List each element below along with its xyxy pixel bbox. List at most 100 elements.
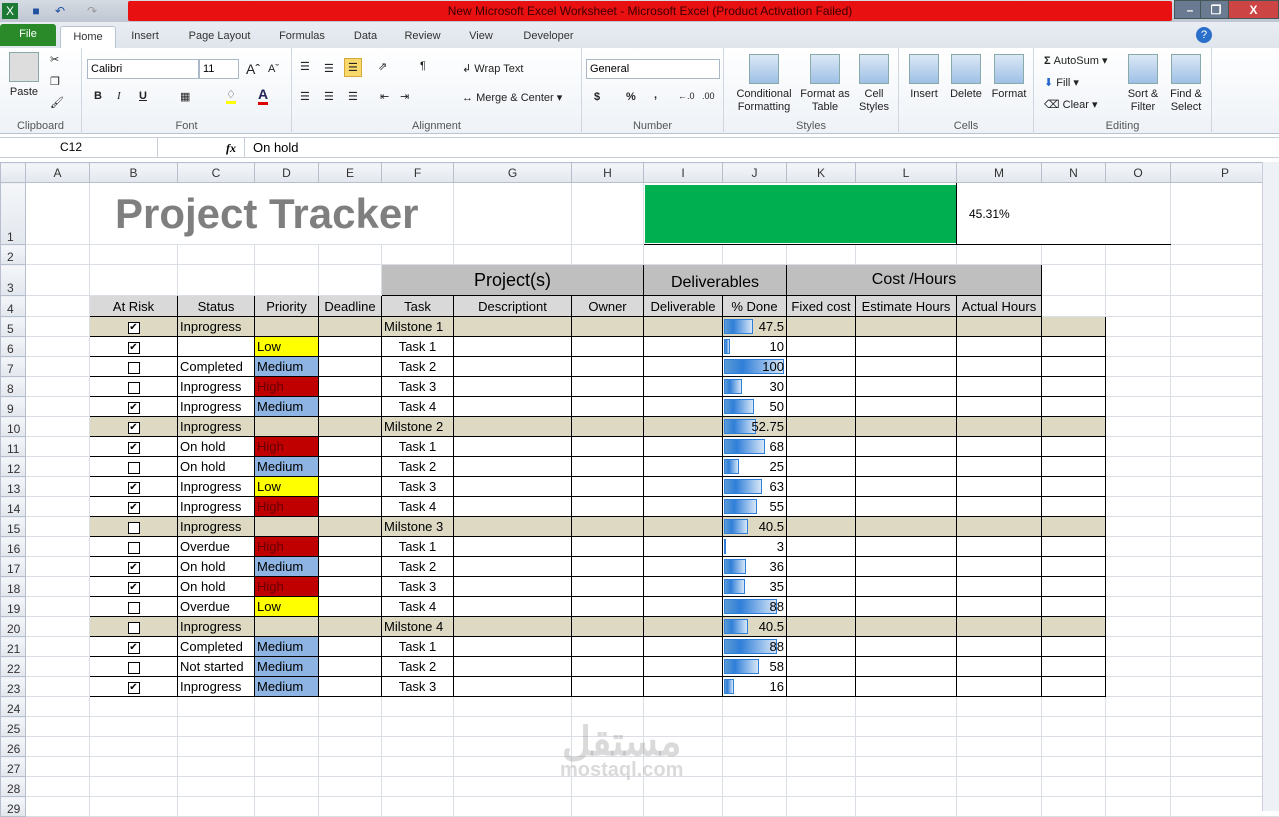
task-cell[interactable]: Task 4 bbox=[382, 597, 454, 617]
row-header-1[interactable]: 1 bbox=[1, 183, 26, 245]
row-header-12[interactable]: 12 bbox=[1, 457, 26, 477]
cell[interactable] bbox=[178, 245, 255, 265]
actual-hours-cell[interactable] bbox=[957, 377, 1042, 397]
deadline-cell[interactable] bbox=[319, 497, 382, 517]
at-risk-checkbox[interactable] bbox=[90, 377, 178, 397]
actual-hours-cell[interactable] bbox=[957, 397, 1042, 417]
cell-styles-button[interactable]: Cell Styles bbox=[852, 54, 896, 114]
cell[interactable] bbox=[1042, 265, 1106, 296]
cell[interactable] bbox=[957, 697, 1042, 717]
select-all-button[interactable] bbox=[1, 163, 26, 183]
cell[interactable] bbox=[572, 183, 644, 245]
fixed-cost-cell[interactable] bbox=[787, 637, 856, 657]
row-header-20[interactable]: 20 bbox=[1, 617, 26, 637]
checkbox[interactable]: ✔ bbox=[128, 402, 140, 414]
deadline-cell[interactable] bbox=[319, 577, 382, 597]
cell[interactable] bbox=[723, 245, 787, 265]
priority-cell[interactable]: High bbox=[255, 537, 319, 557]
orientation-icon[interactable]: ⇗ bbox=[378, 60, 387, 73]
deliverable-cell[interactable] bbox=[644, 677, 723, 697]
column-header-H[interactable]: H bbox=[572, 163, 644, 183]
percent-done-cell[interactable]: 40.5 bbox=[723, 617, 787, 637]
cell[interactable] bbox=[1106, 597, 1171, 617]
owner-cell[interactable] bbox=[572, 537, 644, 557]
cell[interactable] bbox=[787, 697, 856, 717]
cell[interactable] bbox=[572, 797, 644, 817]
deliverable-cell[interactable] bbox=[644, 397, 723, 417]
formula-input[interactable]: On hold bbox=[244, 138, 1264, 158]
row-header-27[interactable]: 27 bbox=[1, 757, 26, 777]
format-as-table-button[interactable]: Format as Table bbox=[798, 54, 852, 114]
cell[interactable] bbox=[1042, 337, 1106, 357]
cell[interactable] bbox=[1042, 497, 1106, 517]
column-title[interactable]: Task bbox=[382, 296, 454, 317]
column-title[interactable]: At Risk bbox=[90, 296, 178, 317]
estimate-hours-cell[interactable] bbox=[856, 437, 957, 457]
cell[interactable] bbox=[454, 797, 572, 817]
deadline-cell[interactable] bbox=[319, 617, 382, 637]
cell[interactable] bbox=[1042, 317, 1106, 337]
percent-done-cell[interactable]: 50 bbox=[723, 397, 787, 417]
cell[interactable] bbox=[957, 797, 1042, 817]
increase-decimal-icon[interactable]: ←.0 bbox=[678, 91, 695, 101]
description-cell[interactable] bbox=[454, 597, 572, 617]
description-cell[interactable] bbox=[454, 517, 572, 537]
owner-cell[interactable] bbox=[572, 457, 644, 477]
actual-hours-cell[interactable] bbox=[957, 617, 1042, 637]
deadline-cell[interactable] bbox=[319, 597, 382, 617]
deadline-cell[interactable] bbox=[319, 317, 382, 337]
deliverable-cell[interactable] bbox=[644, 657, 723, 677]
description-cell[interactable] bbox=[454, 417, 572, 437]
undo-icon[interactable]: ↶ bbox=[52, 3, 68, 19]
status-cell[interactable]: Inprogress bbox=[178, 477, 255, 497]
cell[interactable] bbox=[723, 797, 787, 817]
cell[interactable] bbox=[454, 697, 572, 717]
task-cell[interactable]: Milstone 4 bbox=[382, 617, 454, 637]
tab-review[interactable]: Review bbox=[400, 26, 445, 48]
actual-hours-cell[interactable] bbox=[957, 497, 1042, 517]
name-box[interactable]: C12 bbox=[0, 138, 158, 158]
fixed-cost-cell[interactable] bbox=[787, 397, 856, 417]
cell[interactable] bbox=[90, 265, 178, 296]
estimate-hours-cell[interactable] bbox=[856, 637, 957, 657]
status-cell[interactable]: Inprogress bbox=[178, 317, 255, 337]
deliverable-cell[interactable] bbox=[644, 477, 723, 497]
at-risk-checkbox[interactable]: ✔ bbox=[90, 557, 178, 577]
description-cell[interactable] bbox=[454, 457, 572, 477]
cell[interactable] bbox=[26, 357, 90, 377]
cell[interactable] bbox=[1106, 265, 1171, 296]
percent-done-cell[interactable]: 36 bbox=[723, 557, 787, 577]
deadline-cell[interactable] bbox=[319, 457, 382, 477]
cell[interactable] bbox=[26, 397, 90, 417]
column-title[interactable]: Priority bbox=[255, 296, 319, 317]
estimate-hours-cell[interactable] bbox=[856, 457, 957, 477]
row-header-24[interactable]: 24 bbox=[1, 697, 26, 717]
close-button[interactable]: X bbox=[1228, 0, 1279, 19]
deadline-cell[interactable] bbox=[319, 517, 382, 537]
fixed-cost-cell[interactable] bbox=[787, 517, 856, 537]
row-header-4[interactable]: 4 bbox=[1, 296, 26, 317]
priority-cell[interactable]: Medium bbox=[255, 397, 319, 417]
status-cell[interactable]: Not started bbox=[178, 657, 255, 677]
cell[interactable] bbox=[26, 757, 90, 777]
overall-progress-label[interactable]: 45.31% bbox=[957, 183, 1171, 245]
fixed-cost-cell[interactable] bbox=[787, 537, 856, 557]
fixed-cost-cell[interactable] bbox=[787, 557, 856, 577]
checkbox[interactable]: ✔ bbox=[128, 422, 140, 434]
task-cell[interactable]: Task 1 bbox=[382, 437, 454, 457]
row-header-25[interactable]: 25 bbox=[1, 717, 26, 737]
estimate-hours-cell[interactable] bbox=[856, 597, 957, 617]
estimate-hours-cell[interactable] bbox=[856, 417, 957, 437]
cell[interactable] bbox=[1106, 537, 1171, 557]
task-cell[interactable]: Task 4 bbox=[382, 397, 454, 417]
status-cell[interactable]: On hold bbox=[178, 437, 255, 457]
deadline-cell[interactable] bbox=[319, 537, 382, 557]
status-cell[interactable]: Completed bbox=[178, 357, 255, 377]
cut-icon[interactable]: ✂ bbox=[50, 53, 59, 66]
actual-hours-cell[interactable] bbox=[957, 317, 1042, 337]
at-risk-checkbox[interactable]: ✔ bbox=[90, 637, 178, 657]
owner-cell[interactable] bbox=[572, 677, 644, 697]
actual-hours-cell[interactable] bbox=[957, 597, 1042, 617]
priority-cell[interactable]: Low bbox=[255, 337, 319, 357]
row-header-10[interactable]: 10 bbox=[1, 417, 26, 437]
